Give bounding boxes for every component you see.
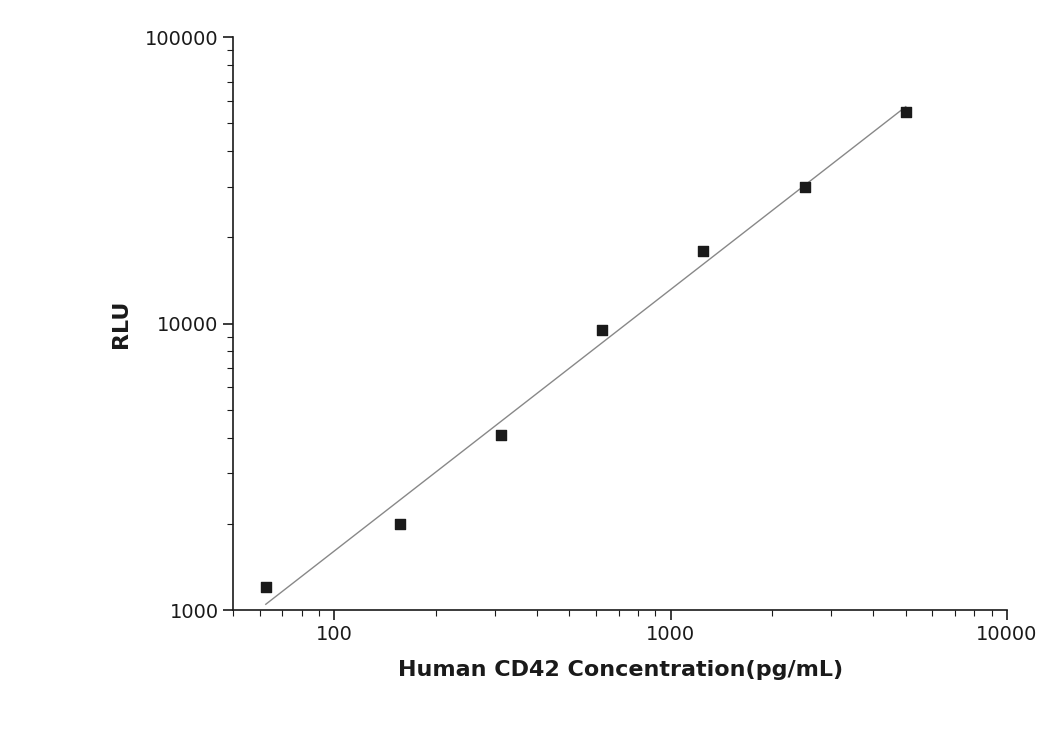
Point: [694, 245, 711, 257]
X-axis label: Human CD42 Concentration(pg/mL): Human CD42 Concentration(pg/mL): [398, 661, 843, 680]
Point: [391, 518, 408, 530]
Point: [796, 181, 813, 193]
Y-axis label: RLU: RLU: [111, 299, 131, 348]
Point: [897, 106, 914, 118]
Point: [258, 582, 275, 594]
Point: [492, 429, 509, 440]
Point: [594, 324, 611, 336]
